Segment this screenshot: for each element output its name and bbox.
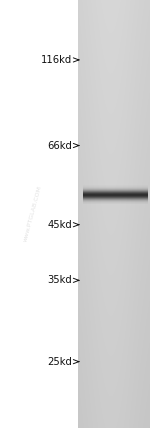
Text: 25kd: 25kd: [47, 357, 72, 367]
Text: 116kd: 116kd: [41, 55, 72, 65]
Text: www.PTGLAB.COM: www.PTGLAB.COM: [23, 185, 43, 243]
Text: 66kd: 66kd: [47, 140, 72, 151]
Text: 45kd: 45kd: [47, 220, 72, 230]
Text: 35kd: 35kd: [47, 275, 72, 285]
